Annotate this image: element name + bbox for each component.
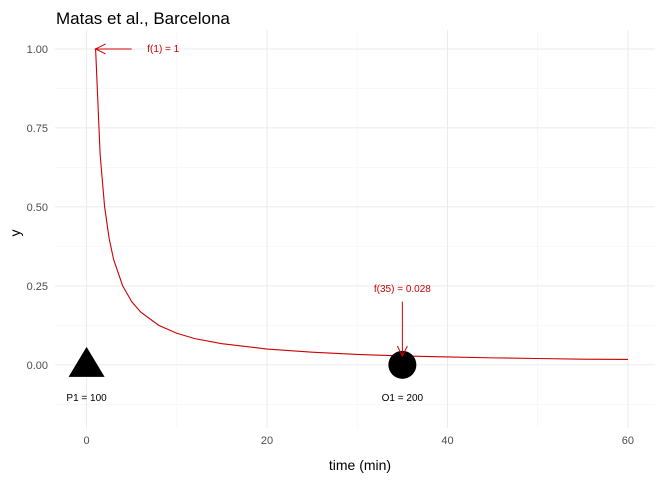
circle-marker	[388, 350, 417, 379]
y-tick-label: 0.50	[27, 202, 48, 214]
grid	[55, 30, 655, 428]
annotation-label: f(35) = 0.028	[374, 284, 431, 295]
x-tick-label: 20	[261, 435, 273, 447]
x-tick-label: 0	[84, 435, 90, 447]
triangle-marker	[68, 346, 105, 377]
axis-ticks: 0 20 40 60 0.00 0.25 0.50 0.75 1.00	[27, 44, 634, 447]
marker-layer: P1 = 100 O1 = 200	[66, 346, 424, 404]
y-tick-label: 0.25	[27, 281, 48, 293]
y-tick-label: 0.75	[27, 123, 48, 135]
annotation-label: f(1) = 1	[147, 44, 179, 55]
annotation-layer: f(1) = 1 f(35) = 0.028	[96, 44, 431, 356]
y-tick-label: 1.00	[27, 44, 48, 56]
series-line	[94, 48, 628, 361]
marker-label: P1 = 100	[66, 393, 107, 404]
x-axis-title: time (min)	[329, 457, 391, 473]
chart-title: Matas et al., Barcelona	[56, 9, 230, 28]
series-layer	[94, 48, 628, 361]
x-tick-label: 40	[441, 435, 453, 447]
x-tick-label: 60	[622, 435, 634, 447]
marker-label: O1 = 200	[382, 393, 424, 404]
y-axis-title: y	[7, 230, 23, 237]
y-tick-label: 0.00	[27, 360, 48, 372]
